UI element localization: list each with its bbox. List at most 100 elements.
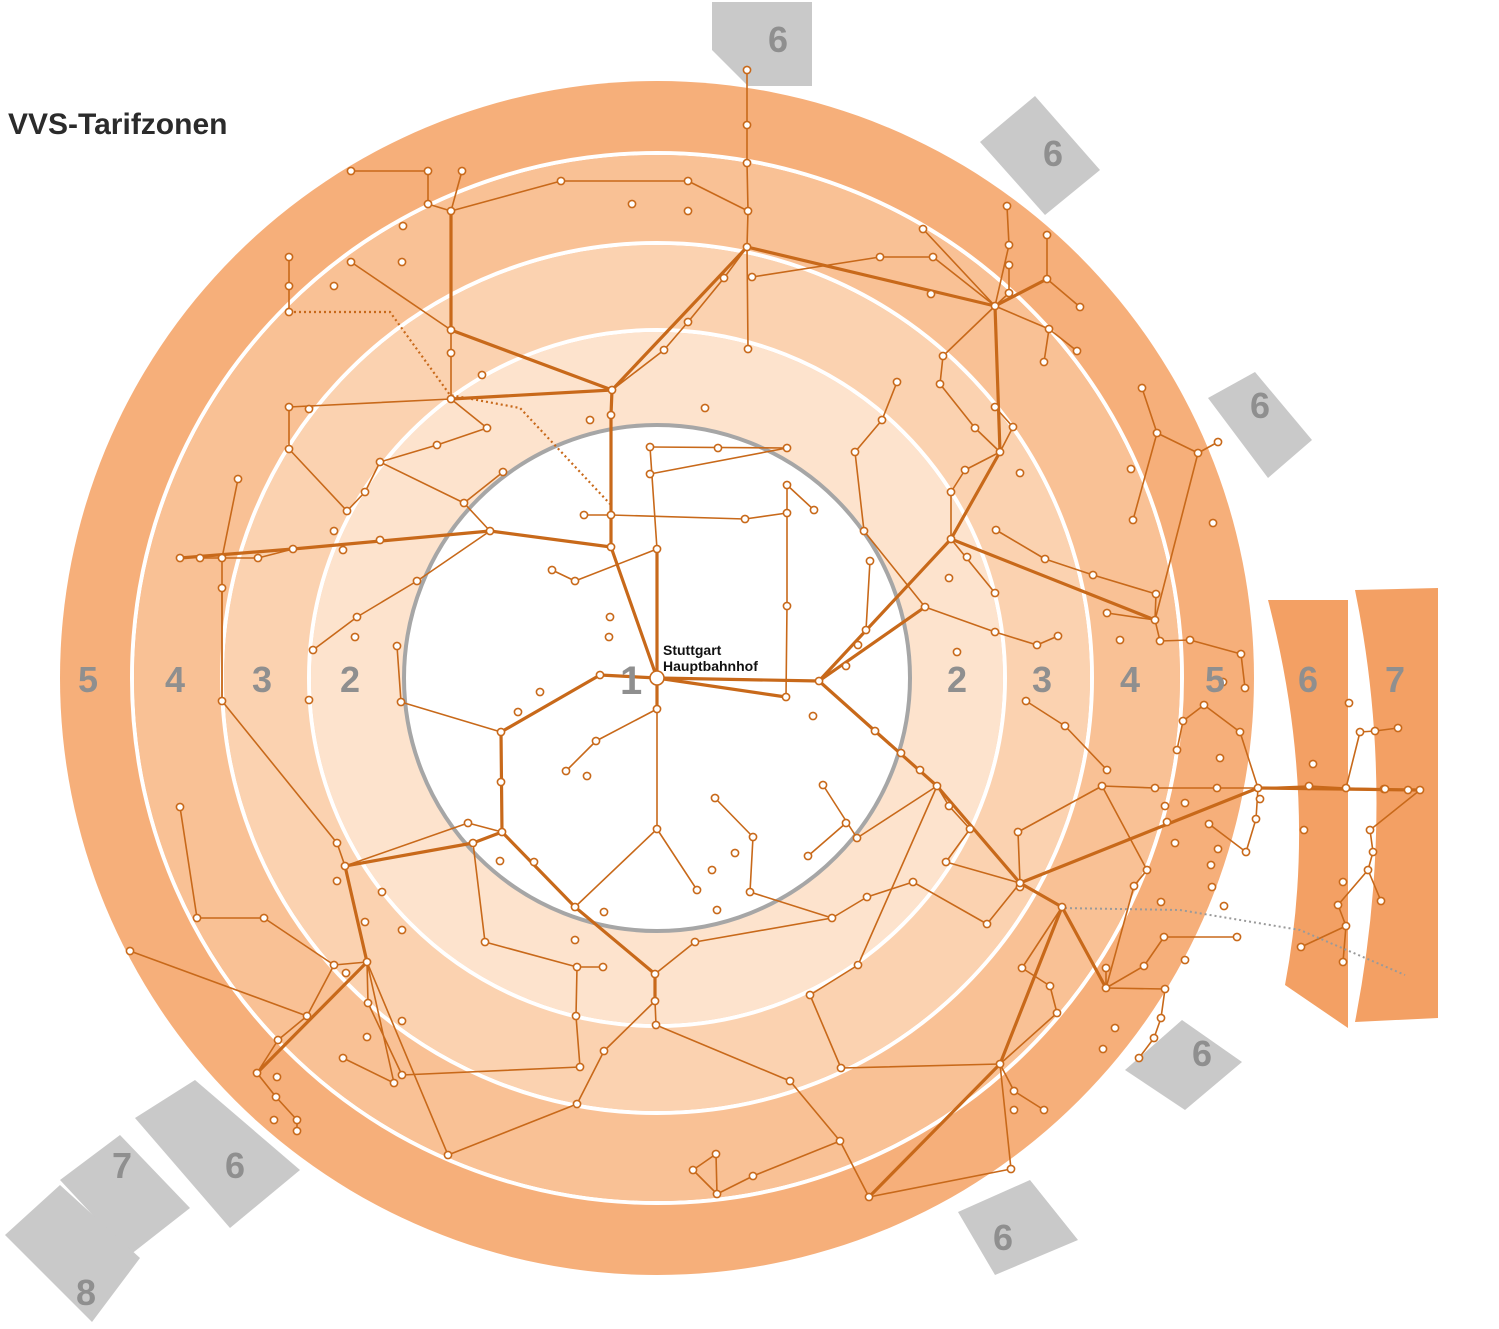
- station-marker[interactable]: [332, 876, 342, 886]
- station-marker[interactable]: [1134, 1053, 1144, 1063]
- station-marker[interactable]: [1180, 955, 1190, 965]
- station-marker[interactable]: [288, 544, 298, 554]
- station-marker[interactable]: [1004, 260, 1014, 270]
- station-marker[interactable]: [332, 838, 342, 848]
- station-marker[interactable]: [1338, 877, 1348, 887]
- station-marker[interactable]: [782, 443, 792, 453]
- station-marker[interactable]: [650, 969, 660, 979]
- station-marker[interactable]: [683, 317, 693, 327]
- station-marker[interactable]: [1129, 881, 1139, 891]
- station-marker[interactable]: [1155, 636, 1165, 646]
- station-marker[interactable]: [423, 166, 433, 176]
- station-marker[interactable]: [570, 935, 580, 945]
- station-marker[interactable]: [271, 1092, 281, 1102]
- station-marker[interactable]: [1206, 860, 1216, 870]
- station-marker[interactable]: [495, 856, 505, 866]
- station-marker[interactable]: [607, 385, 617, 395]
- station-marker[interactable]: [392, 641, 402, 651]
- station-marker[interactable]: [710, 793, 720, 803]
- station-marker[interactable]: [1021, 696, 1031, 706]
- station-marker[interactable]: [1199, 700, 1209, 710]
- station-marker[interactable]: [397, 1016, 407, 1026]
- station-marker[interactable]: [252, 1068, 262, 1078]
- station-marker[interactable]: [1002, 201, 1012, 211]
- station-marker[interactable]: [745, 887, 755, 897]
- station-marker[interactable]: [604, 632, 614, 642]
- station-marker[interactable]: [605, 612, 615, 622]
- station-marker[interactable]: [742, 158, 752, 168]
- station-marker[interactable]: [459, 498, 469, 508]
- station-marker[interactable]: [1204, 819, 1214, 829]
- station-marker[interactable]: [556, 176, 566, 186]
- station-marker[interactable]: [781, 692, 791, 702]
- station-marker[interactable]: [446, 348, 456, 358]
- station-marker[interactable]: [1160, 801, 1170, 811]
- station-marker[interactable]: [1213, 437, 1223, 447]
- station-marker[interactable]: [1403, 785, 1413, 795]
- station-marker[interactable]: [785, 1076, 795, 1086]
- station-marker[interactable]: [175, 553, 185, 563]
- station-marker[interactable]: [582, 771, 592, 781]
- station-marker[interactable]: [1235, 727, 1245, 737]
- station-marker[interactable]: [1365, 825, 1375, 835]
- station-marker[interactable]: [284, 252, 294, 262]
- station-marker[interactable]: [1219, 901, 1229, 911]
- station-marker[interactable]: [1017, 963, 1027, 973]
- station-marker[interactable]: [651, 1020, 661, 1030]
- station-marker[interactable]: [1152, 428, 1162, 438]
- station-marker[interactable]: [412, 576, 422, 586]
- station-marker[interactable]: [1008, 422, 1018, 432]
- station-marker[interactable]: [814, 676, 824, 686]
- station-marker[interactable]: [302, 1011, 312, 1021]
- station-marker[interactable]: [389, 1078, 399, 1088]
- station-marker[interactable]: [918, 224, 928, 234]
- station-marker[interactable]: [852, 833, 862, 843]
- station-marker[interactable]: [944, 573, 954, 583]
- station-marker[interactable]: [1215, 753, 1225, 763]
- station-marker[interactable]: [990, 301, 1000, 311]
- station-marker[interactable]: [480, 937, 490, 947]
- station-marker[interactable]: [350, 632, 360, 642]
- station-marker[interactable]: [195, 553, 205, 563]
- station-marker[interactable]: [1338, 957, 1348, 967]
- station-marker[interactable]: [853, 960, 863, 970]
- station-marker[interactable]: [692, 885, 702, 895]
- station-marker[interactable]: [836, 1063, 846, 1073]
- station-marker[interactable]: [946, 487, 956, 497]
- station-marker[interactable]: [803, 851, 813, 861]
- station-marker[interactable]: [513, 707, 523, 717]
- station-marker[interactable]: [377, 887, 387, 897]
- station-marker[interactable]: [284, 444, 294, 454]
- station-marker[interactable]: [941, 857, 951, 867]
- station-marker[interactable]: [928, 252, 938, 262]
- station-marker[interactable]: [362, 957, 372, 967]
- station-marker[interactable]: [1308, 759, 1318, 769]
- station-marker[interactable]: [1004, 240, 1014, 250]
- station-marker[interactable]: [1101, 983, 1111, 993]
- station-marker[interactable]: [338, 545, 348, 555]
- station-marker[interactable]: [561, 766, 571, 776]
- station-marker[interactable]: [1159, 932, 1169, 942]
- station-marker[interactable]: [269, 1115, 279, 1125]
- station-marker[interactable]: [1236, 649, 1246, 659]
- station-marker[interactable]: [892, 377, 902, 387]
- station-marker[interactable]: [875, 252, 885, 262]
- station-marker[interactable]: [338, 1053, 348, 1063]
- station-marker[interactable]: [432, 440, 442, 450]
- station-marker[interactable]: [1299, 825, 1309, 835]
- station-marker[interactable]: [712, 905, 722, 915]
- station-marker[interactable]: [932, 781, 942, 791]
- station-marker[interactable]: [292, 1115, 302, 1125]
- station-marker[interactable]: [375, 535, 385, 545]
- station-marker[interactable]: [827, 913, 837, 923]
- station-marker[interactable]: [1180, 798, 1190, 808]
- station-marker[interactable]: [1160, 984, 1170, 994]
- station-marker[interactable]: [841, 818, 851, 828]
- station-marker[interactable]: [748, 832, 758, 842]
- station-marker[interactable]: [1142, 865, 1152, 875]
- station-marker[interactable]: [1052, 1008, 1062, 1018]
- station-marker[interactable]: [1212, 783, 1222, 793]
- station-marker[interactable]: [1370, 726, 1380, 736]
- station-marker[interactable]: [591, 736, 601, 746]
- station-marker[interactable]: [920, 602, 930, 612]
